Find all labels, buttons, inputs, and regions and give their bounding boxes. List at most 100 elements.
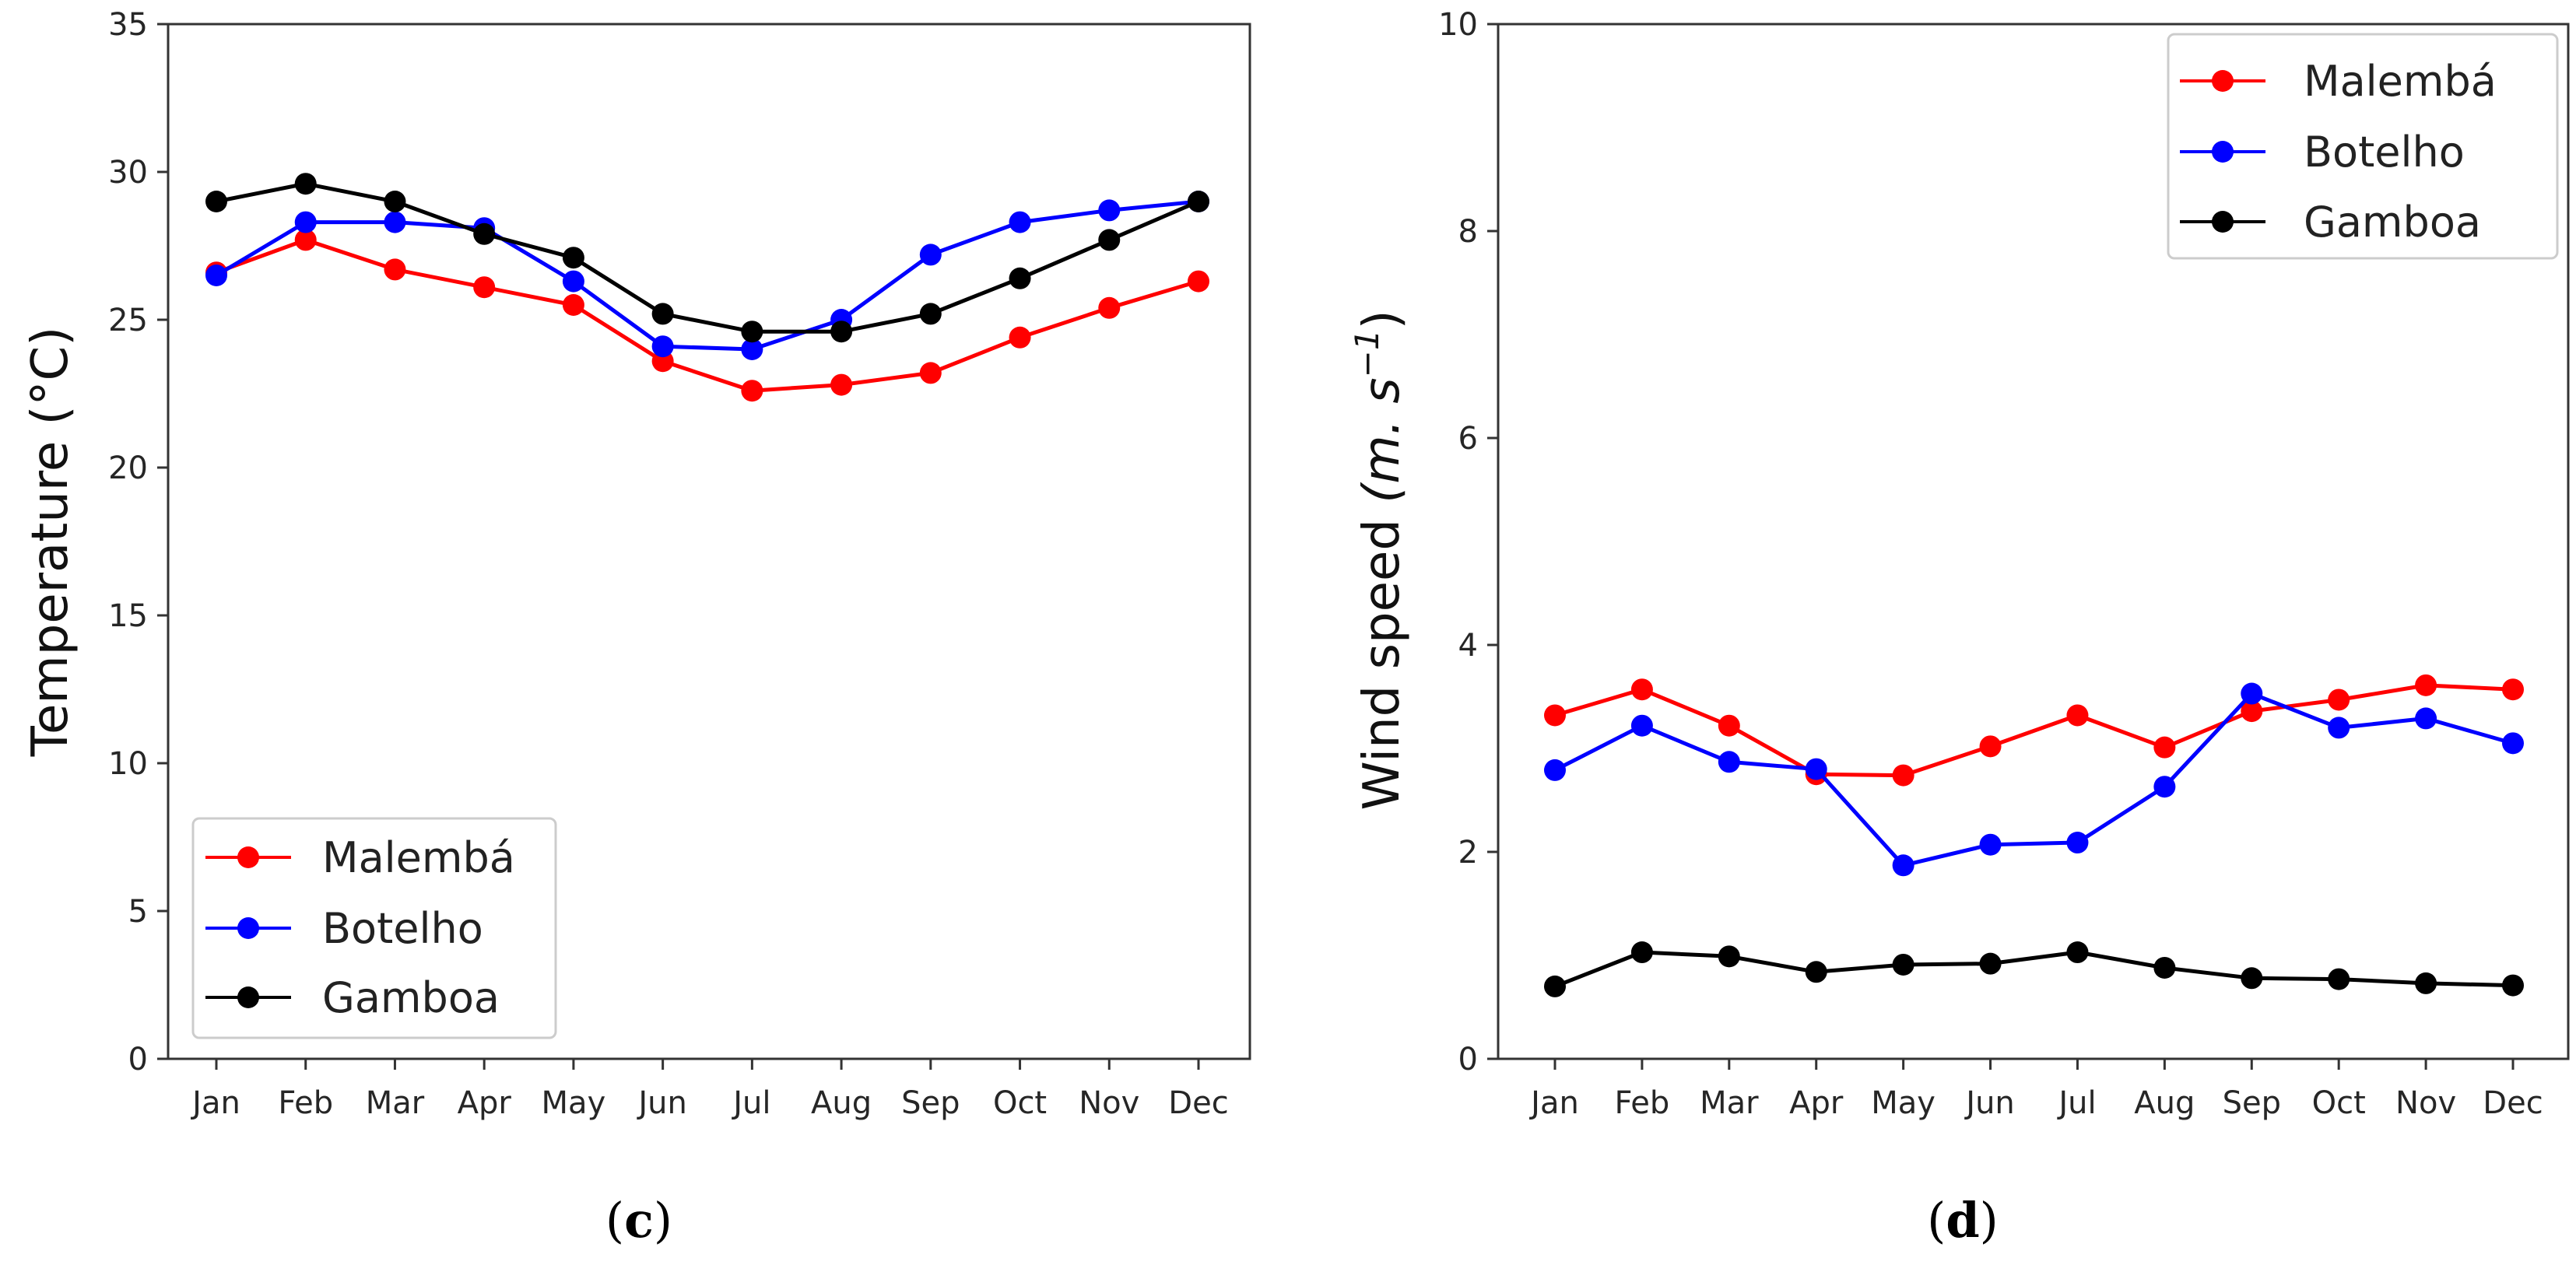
temperature-point-botelho-sep bbox=[919, 244, 942, 266]
wind-speed-point-malemba-jun bbox=[1979, 735, 2002, 758]
legend-gamboa-label: Gamboa bbox=[322, 973, 500, 1022]
temperature-point-gamboa-may bbox=[562, 247, 584, 269]
wind-speed-point-botelho-feb bbox=[1630, 714, 1653, 737]
temperature-y-tick-label: 35 bbox=[108, 7, 148, 43]
wind-speed-series-line-gamboa bbox=[1554, 950, 2514, 989]
temperature-x-tick-label: Sep bbox=[901, 1085, 960, 1121]
temperature-point-malemba-sep bbox=[919, 362, 942, 384]
wind-speed-point-gamboa-jun bbox=[1979, 952, 2002, 975]
wind-speed-point-gamboa-dec bbox=[2502, 974, 2524, 997]
temperature-y-tick-label: 10 bbox=[108, 746, 148, 782]
wind-speed-point-gamboa-nov bbox=[2415, 972, 2437, 994]
legend-botelho-label: Botelho bbox=[2304, 128, 2465, 177]
temperature-point-botelho-jul bbox=[741, 338, 763, 360]
temperature-x-tick-label: Feb bbox=[278, 1085, 333, 1121]
temperature-x-tick-label: Nov bbox=[1079, 1085, 1139, 1121]
temperature-y-tick-label: 5 bbox=[128, 894, 148, 930]
temperature-point-botelho-oct bbox=[1009, 211, 1031, 233]
temperature-y-axis-title: Temperature (°C) bbox=[22, 327, 79, 757]
wind-speed-point-malemba-mar bbox=[1718, 714, 1740, 737]
wind-speed-y-tick-label: 6 bbox=[1458, 421, 1478, 457]
temperature-point-gamboa-apr bbox=[473, 223, 496, 245]
wind-speed-legend: Malembá Botelho Gamboa bbox=[2167, 33, 2559, 260]
temperature-point-botelho-jan bbox=[205, 265, 227, 286]
wind-speed-x-tick-label: Jul bbox=[2056, 1085, 2096, 1121]
wind-speed-point-botelho-jul bbox=[2066, 832, 2089, 854]
temperature-y-tick-label: 0 bbox=[128, 1042, 148, 1078]
temperature-point-malemba-jul bbox=[741, 380, 763, 402]
temperature-series-line-gamboa bbox=[216, 181, 1199, 334]
temperature-x-tick-label: Jul bbox=[731, 1085, 770, 1121]
wind-speed-point-botelho-may bbox=[1892, 854, 1914, 877]
wind-speed-x-tick-label: Oct bbox=[2312, 1085, 2366, 1121]
wind-speed-y-tick-label: 2 bbox=[1458, 835, 1478, 871]
temperature-x-tick-label: Mar bbox=[366, 1085, 425, 1121]
wind-speed-point-botelho-jan bbox=[1544, 759, 1566, 781]
wind-speed-point-botelho-oct bbox=[2328, 717, 2350, 739]
wind-speed-point-gamboa-oct bbox=[2328, 968, 2350, 990]
temperature-point-botelho-jun bbox=[651, 335, 674, 358]
wind-speed-point-gamboa-aug bbox=[2153, 956, 2176, 979]
wind-speed-x-tick-label: Mar bbox=[1700, 1085, 1759, 1121]
temperature-point-gamboa-sep bbox=[919, 303, 942, 325]
wind-speed-point-malemba-aug bbox=[2153, 736, 2176, 759]
temperature-x-tick-label: Aug bbox=[811, 1085, 872, 1121]
wind-speed-point-malemba-jan bbox=[1544, 704, 1566, 727]
temperature-point-botelho-mar bbox=[384, 211, 406, 233]
temperature-x-tick-label: May bbox=[542, 1085, 606, 1121]
wind-speed-point-gamboa-mar bbox=[1718, 945, 1740, 968]
temperature-point-gamboa-mar bbox=[384, 191, 406, 212]
temperature-x-tick-label: Jun bbox=[636, 1085, 687, 1121]
legend-malemba-label: Malembá bbox=[2304, 57, 2497, 106]
wind-speed-point-malemba-oct bbox=[2328, 689, 2350, 711]
temperature-y-tick-label: 25 bbox=[108, 303, 148, 338]
legend-gamboa-marker bbox=[2212, 211, 2234, 233]
wind-speed-y-tick-label: 0 bbox=[1458, 1042, 1478, 1078]
temperature-point-malemba-feb bbox=[294, 229, 317, 251]
temperature-x-tick-label: Oct bbox=[993, 1085, 1047, 1121]
wind-speed-y-axis-title: Wind speed (m. s−1) bbox=[1348, 310, 1411, 810]
legend-malemba-label: Malembá bbox=[322, 833, 515, 882]
legend-gamboa-marker bbox=[237, 986, 259, 1008]
temperature-point-gamboa-dec bbox=[1188, 191, 1209, 212]
temperature-x-tick-label: Dec bbox=[1168, 1085, 1228, 1121]
temperature-legend-box bbox=[191, 817, 557, 1039]
temperature-point-malemba-aug bbox=[830, 373, 853, 396]
wind-speed-x-tick-label: Nov bbox=[2395, 1085, 2456, 1121]
temperature-point-malemba-may bbox=[562, 294, 584, 316]
wind-speed-point-botelho-dec bbox=[2502, 732, 2524, 755]
wind-speed-y-tick-label: 10 bbox=[1438, 7, 1478, 43]
temperature-point-malemba-dec bbox=[1188, 270, 1209, 293]
wind-speed-point-gamboa-apr bbox=[1805, 961, 1827, 983]
temperature-point-botelho-feb bbox=[294, 211, 317, 233]
wind-speed-x-tick-label: Feb bbox=[1614, 1085, 1669, 1121]
wind-speed-point-malemba-jul bbox=[2066, 704, 2089, 727]
legend-botelho-marker bbox=[2212, 141, 2234, 163]
wind-speed-x-tick-label: Dec bbox=[2483, 1085, 2543, 1121]
wind-speed-point-malemba-may bbox=[1892, 764, 1914, 787]
temperature-series-line-botelho bbox=[215, 199, 1199, 352]
wind-speed-point-gamboa-may bbox=[1892, 953, 1914, 976]
wind-speed-series-line-botelho bbox=[1553, 692, 2514, 867]
temperature-y-tick-label: 30 bbox=[108, 155, 148, 191]
temperature-chart: 0 5 10 15 20 25 30 35 Jan Feb Mar Apr May Jun Jul Aug Se… bbox=[22, 7, 1251, 1249]
wind-speed-x-tick-label: Jun bbox=[1964, 1085, 2015, 1121]
legend-malemba-marker bbox=[2212, 70, 2234, 92]
wind-speed-point-malemba-feb bbox=[1630, 678, 1653, 701]
temperature-point-malemba-apr bbox=[473, 276, 496, 299]
temperature-point-gamboa-aug bbox=[830, 321, 853, 343]
wind-speed-y-tick-label: 4 bbox=[1458, 628, 1478, 664]
wind-speed-x-tick-label: Apr bbox=[1789, 1085, 1844, 1121]
temperature-y-tick-label: 20 bbox=[108, 450, 148, 486]
wind-speed-y-tick-label: 8 bbox=[1458, 214, 1478, 250]
panel-d-caption: (d) bbox=[1927, 1192, 1999, 1249]
wind-speed-point-malemba-sep bbox=[2241, 700, 2263, 723]
wind-speed-x-tick-label: Sep bbox=[2223, 1085, 2281, 1121]
temperature-point-malemba-mar bbox=[384, 258, 406, 281]
wind-speed-point-botelho-jun bbox=[1979, 833, 2002, 856]
wind-speed-point-botelho-nov bbox=[2415, 707, 2437, 730]
wind-speed-x-tick-label: Jan bbox=[1528, 1085, 1579, 1121]
wind-speed-point-botelho-sep bbox=[2241, 682, 2263, 705]
wind-speed-point-malemba-dec bbox=[2502, 678, 2524, 701]
